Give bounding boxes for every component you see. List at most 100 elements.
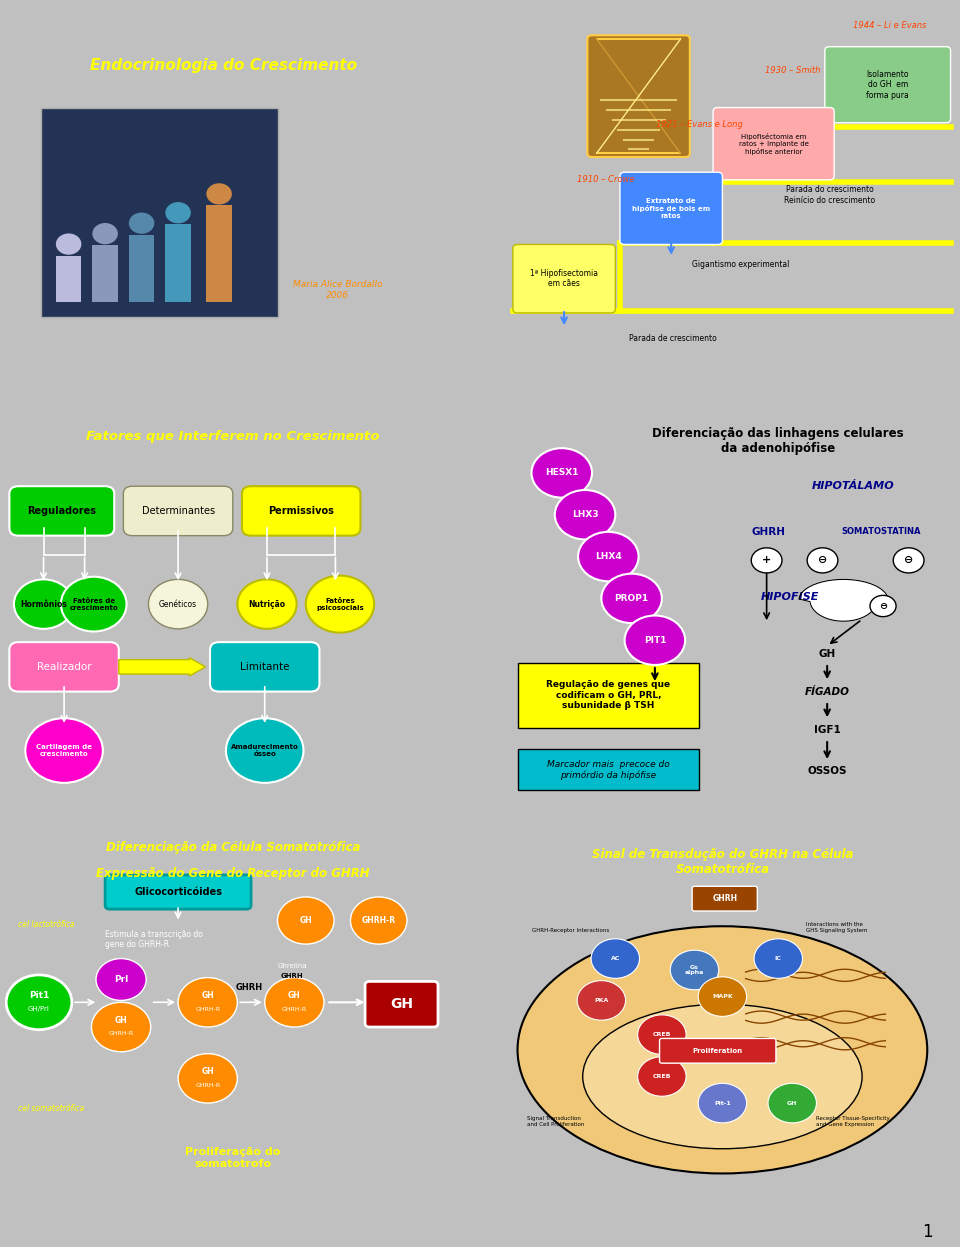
Text: GHRH: GHRH [752,526,786,537]
Circle shape [637,1056,686,1096]
Text: Genéticos: Genéticos [159,600,197,609]
Text: Parada de crescimento: Parada de crescimento [630,334,717,343]
Circle shape [6,975,72,1030]
Circle shape [768,1084,816,1122]
FancyArrow shape [119,657,205,676]
Text: Gigantismo experimental: Gigantismo experimental [692,261,790,269]
Text: HESX1: HESX1 [545,469,579,478]
Circle shape [578,531,638,581]
Circle shape [165,202,191,223]
Text: GH: GH [300,917,312,925]
Text: Pit1: Pit1 [29,991,49,1000]
Text: Extratato de
hipófise de bois em
ratos: Extratato de hipófise de bois em ratos [632,198,710,219]
Circle shape [350,897,407,944]
Text: Maria Alice Bordallo
2006: Maria Alice Bordallo 2006 [293,281,382,299]
Circle shape [237,580,297,628]
Text: 1930 – Smith: 1930 – Smith [764,66,820,75]
Text: OSSOS: OSSOS [807,767,847,777]
Circle shape [56,233,82,254]
Text: Estimula a transcrição do
gene do GHRH-R: Estimula a transcrição do gene do GHRH-R [105,930,203,949]
Circle shape [807,547,838,572]
FancyBboxPatch shape [513,244,615,313]
Circle shape [265,978,324,1028]
Text: GHRH-Receptor Interactions: GHRH-Receptor Interactions [532,928,609,933]
Bar [206,206,232,302]
Circle shape [149,580,207,628]
Circle shape [129,212,155,234]
Text: Limitante: Limitante [240,662,290,672]
Text: Hipofiséctomia em
ratos + Implante de
hipófise anterior: Hipofiséctomia em ratos + Implante de hi… [738,132,808,155]
Circle shape [625,616,685,665]
Text: Marcador mais  precoce do
primórdio da hipófise: Marcador mais precoce do primórdio da hi… [547,759,670,779]
Text: SOMATOSTATINA: SOMATOSTATINA [841,527,921,536]
Text: Proliferação do
somatotrofo: Proliferação do somatotrofo [185,1147,280,1168]
FancyBboxPatch shape [105,875,252,909]
Text: PROP1: PROP1 [614,594,649,602]
Circle shape [96,959,146,1000]
Text: Determinantes: Determinantes [141,506,215,516]
FancyBboxPatch shape [825,46,950,122]
Text: Fatôres
psicosociais: Fatôres psicosociais [316,597,364,611]
Text: GHRH-R: GHRH-R [195,1082,220,1087]
Bar [92,246,118,302]
FancyBboxPatch shape [588,35,690,157]
Text: PKA: PKA [594,998,609,1003]
Bar [129,234,155,302]
Text: 1944 – Li e Evans: 1944 – Li e Evans [853,21,926,30]
Text: 1ª Hipofisectomia
em cães: 1ª Hipofisectomia em cães [530,269,598,288]
Ellipse shape [583,1004,862,1148]
Text: cel lactotrófica: cel lactotrófica [18,920,75,929]
Text: Nutrição: Nutrição [249,600,285,609]
Text: HIPOTÁLAMO: HIPOTÁLAMO [811,481,894,491]
Text: GHRH: GHRH [280,973,303,979]
Circle shape [893,547,924,572]
Circle shape [226,718,303,783]
Text: GH: GH [202,991,214,1000]
Text: Reguladores: Reguladores [27,506,96,516]
Text: ⊖: ⊖ [904,555,913,565]
Text: Permissivos: Permissivos [268,506,334,516]
Text: cel somatotrófica: cel somatotrófica [18,1105,84,1114]
FancyBboxPatch shape [517,663,699,728]
Text: Proliferation: Proliferation [693,1047,743,1054]
Circle shape [206,183,232,205]
Text: GHRH-R: GHRH-R [108,1031,133,1036]
Text: GH: GH [819,648,836,658]
Text: ⊖: ⊖ [879,601,887,611]
FancyBboxPatch shape [10,642,119,692]
Text: PIT1: PIT1 [643,636,666,645]
Text: MAPK: MAPK [712,994,732,999]
Text: Hormônios: Hormônios [20,600,67,609]
Text: LHX3: LHX3 [572,510,598,519]
Circle shape [698,976,747,1016]
Text: HIPOFISE: HIPOFISE [760,591,819,601]
FancyBboxPatch shape [242,486,360,536]
Text: Parada do crescimento
Reinício do crescimento: Parada do crescimento Reinício do cresci… [784,186,876,205]
Circle shape [870,595,896,617]
Circle shape [91,1003,151,1051]
Text: GH: GH [202,1067,214,1076]
Text: GH: GH [390,998,413,1011]
Circle shape [277,897,334,944]
Text: ⊖: ⊖ [818,555,828,565]
Text: AC: AC [611,956,620,961]
Text: GHRH: GHRH [712,894,737,903]
Text: 1: 1 [923,1223,933,1241]
Text: Regulação de genes que
codificam o GH, PRL,
subunidade β TSH: Regulação de genes que codificam o GH, P… [546,681,670,711]
FancyBboxPatch shape [365,981,438,1028]
FancyBboxPatch shape [692,887,757,912]
Circle shape [92,223,118,244]
Text: Prl: Prl [114,975,129,984]
Circle shape [305,576,374,632]
Text: Diferenciação da Célula Somatotrófica: Diferenciação da Célula Somatotrófica [106,840,360,854]
Circle shape [670,950,719,990]
Text: Fatôres de
crescimento: Fatôres de crescimento [69,597,118,611]
Text: Gs
alpha: Gs alpha [684,965,704,975]
Text: GH: GH [288,991,300,1000]
Text: 1910 – Crowe: 1910 – Crowe [577,175,635,183]
Text: GH: GH [787,1101,798,1106]
Text: Glicocorticóides: Glicocorticóides [134,887,222,897]
Text: IC: IC [775,956,781,961]
Circle shape [179,978,237,1028]
Circle shape [60,576,127,631]
